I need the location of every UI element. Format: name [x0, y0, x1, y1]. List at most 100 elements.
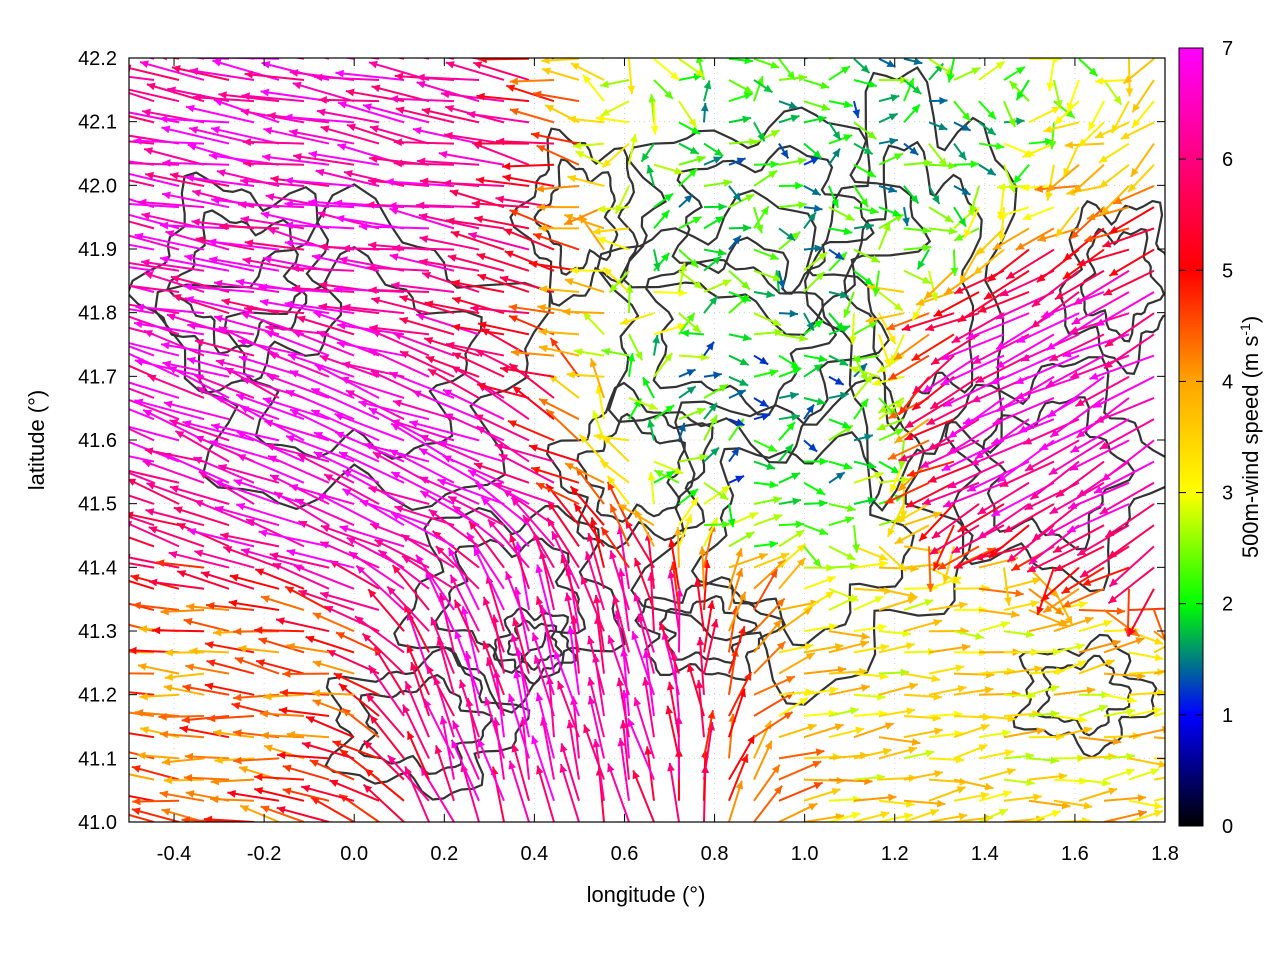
wind-arrow — [778, 748, 825, 760]
wind-arrow — [953, 121, 972, 132]
wind-arrow-head — [863, 146, 873, 155]
wind-arrow-shaft — [242, 140, 305, 145]
wind-arrow — [878, 185, 898, 193]
y-tick-label: 41.5 — [78, 494, 117, 516]
wind-arrow — [753, 439, 778, 453]
wind-arrow-shaft — [505, 84, 555, 103]
wind-arrow-head — [528, 260, 538, 269]
contour-line — [645, 236, 838, 416]
wind-arrow-head — [163, 400, 173, 409]
wind-arrow-head — [878, 405, 888, 413]
wind-arrow-head — [848, 336, 857, 345]
wind-arrow-head — [164, 648, 173, 657]
wind-arrow-head — [446, 217, 455, 226]
wind-arrow-shaft — [129, 794, 155, 802]
wind-arrow-shaft — [512, 617, 530, 674]
wind-arrow — [337, 322, 405, 336]
wind-arrow-shaft — [510, 496, 555, 548]
wind-arrow — [703, 58, 706, 60]
wind-arrow-shaft — [264, 330, 330, 357]
wind-arrow-head — [843, 100, 853, 109]
wind-arrow-shaft — [702, 600, 714, 653]
wind-arrow-head — [445, 341, 455, 350]
wind-arrow — [778, 354, 800, 370]
wind-arrow — [703, 248, 727, 257]
wind-arrow-shaft — [217, 464, 280, 484]
wind-arrow-head — [1095, 415, 1105, 423]
wind-arrow — [878, 587, 918, 600]
wind-arrow-shaft — [317, 492, 380, 527]
wind-arrow — [1046, 58, 1055, 92]
wind-arrow — [678, 453, 709, 463]
wind-arrow-shaft — [445, 61, 505, 81]
wind-arrow-head — [943, 500, 953, 508]
wind-arrow-head — [435, 546, 445, 555]
wind-arrow — [753, 764, 781, 802]
wind-arrow — [313, 431, 380, 463]
wind-arrow-head — [289, 483, 299, 492]
wind-arrow-head — [145, 508, 155, 516]
wind-arrow-head — [1015, 589, 1024, 598]
wind-arrow-head — [320, 524, 330, 533]
wind-arrow-head — [937, 561, 947, 570]
wind-arrow — [566, 625, 580, 695]
wind-arrow — [511, 743, 530, 802]
wind-arrow-head — [722, 520, 731, 529]
wind-arrow — [978, 749, 1014, 760]
wind-arrow-head — [68, 350, 77, 357]
wind-arrow-head — [1054, 606, 1064, 615]
wind-arrow-head — [141, 258, 150, 267]
wind-arrow-head — [500, 365, 509, 374]
wind-arrow — [903, 269, 932, 285]
wind-arrow-shaft — [362, 104, 430, 124]
wind-arrow-shaft — [677, 588, 681, 653]
wind-arrow — [803, 251, 828, 272]
wind-arrow-head — [87, 153, 96, 161]
wind-arrow-head — [448, 496, 458, 504]
wind-arrow — [564, 213, 605, 230]
wind-arrow-head — [834, 377, 844, 385]
wind-arrow-head — [708, 402, 717, 412]
wind-arrow-shaft — [974, 545, 1030, 560]
wind-arrow-head — [430, 617, 438, 627]
wind-arrow — [284, 585, 330, 611]
wind-arrow-head — [1063, 252, 1073, 261]
wind-arrow-shaft — [278, 708, 330, 717]
wind-arrow — [129, 308, 155, 315]
wind-arrow-head — [1077, 547, 1087, 556]
wind-arrow-shaft — [419, 236, 480, 251]
wind-arrow-shaft — [549, 58, 555, 60]
wind-arrow-head — [260, 731, 269, 740]
x-tick-label: 0.0 — [340, 843, 368, 865]
wind-arrow — [240, 376, 305, 399]
wind-arrow — [1103, 333, 1155, 370]
wind-arrow-head — [1002, 790, 1012, 798]
wind-arrow — [986, 248, 1030, 283]
wind-arrow-head — [438, 440, 448, 448]
wind-arrow — [953, 723, 990, 739]
wind-arrow — [1092, 375, 1155, 409]
wind-arrow-shaft — [1102, 227, 1155, 248]
wind-arrow-shaft — [453, 599, 480, 653]
wind-arrow-head — [103, 527, 112, 534]
wind-arrow-head — [161, 125, 171, 134]
wind-arrow — [134, 232, 205, 251]
wind-arrow-shaft — [1107, 524, 1155, 559]
wind-arrow-head — [1020, 183, 1029, 192]
wind-arrow-shaft — [129, 672, 130, 674]
wind-arrow — [728, 270, 751, 291]
wind-arrow-shaft — [1016, 312, 1080, 344]
wind-arrow-head — [205, 641, 214, 649]
wind-arrow-shaft — [129, 556, 180, 569]
wind-arrow — [399, 350, 455, 378]
wind-arrow-shaft — [129, 227, 130, 229]
wind-arrow — [451, 720, 480, 781]
wind-arrow-head — [648, 94, 657, 103]
wind-arrow — [234, 656, 280, 675]
wind-arrow-head — [852, 109, 861, 119]
wind-arrow — [1003, 66, 1026, 81]
wind-arrow-shaft — [607, 763, 630, 822]
wind-arrow — [728, 157, 746, 166]
wind-arrow-shaft — [420, 766, 455, 822]
wind-arrow-head — [565, 463, 575, 471]
